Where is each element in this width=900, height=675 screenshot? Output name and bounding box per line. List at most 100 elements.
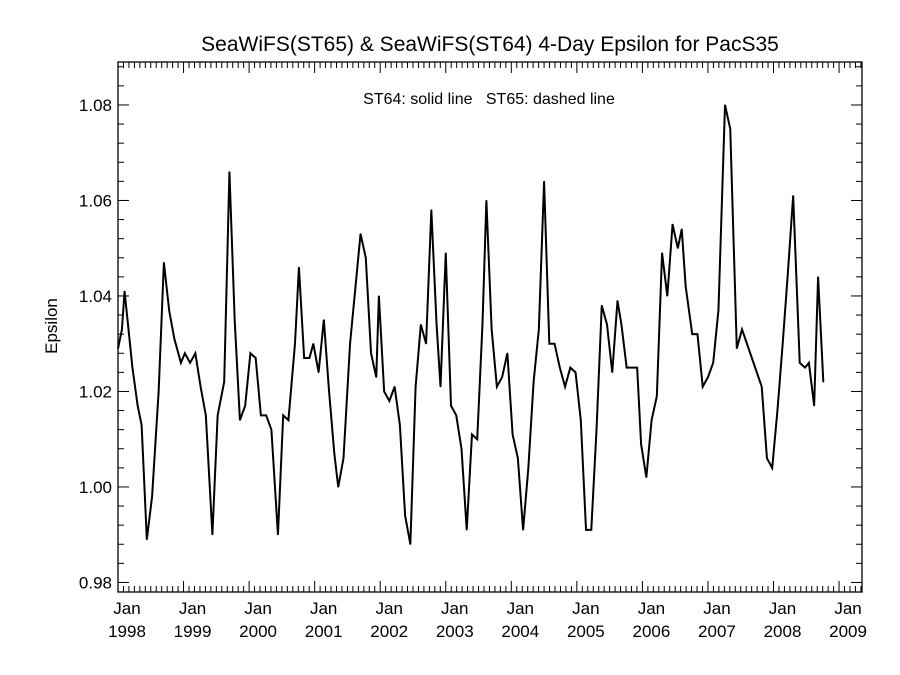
y-tick-label: 1.02 [79, 382, 112, 401]
x-tick-year-label: 2000 [239, 622, 277, 641]
data-point [194, 352, 196, 354]
data-point [616, 300, 619, 302]
data-point [131, 366, 134, 369]
data-point [512, 433, 514, 436]
data-point [189, 362, 191, 364]
x-tick-year-label: 2005 [567, 622, 605, 641]
data-point [501, 376, 503, 378]
data-point [677, 247, 679, 249]
data-point [123, 290, 126, 292]
data-point [595, 429, 598, 431]
y-tick-label: 0.98 [79, 573, 112, 592]
data-point [415, 386, 417, 388]
data-point [265, 414, 267, 416]
data-point [799, 362, 801, 364]
data-point [724, 104, 726, 106]
data-point [822, 381, 824, 383]
x-tick-month-label: Jan [310, 599, 337, 618]
x-tick-month-label: Jan [244, 599, 271, 618]
data-point [308, 357, 311, 359]
data-point [244, 405, 246, 407]
data-point [323, 319, 325, 321]
y-tick-label: 1.06 [79, 191, 112, 210]
data-point [580, 419, 582, 421]
data-point [564, 386, 566, 388]
data-point [671, 223, 674, 225]
chart-title: SeaWiFS(ST65) & SeaWiFS(ST64) 4-Day Epsi… [201, 33, 779, 56]
data-point [399, 424, 401, 426]
data-point [491, 328, 493, 330]
x-tick-month-label: Jan [441, 599, 468, 618]
data-point [771, 467, 773, 469]
x-tick-month-label: Jan [179, 599, 206, 618]
data-point [260, 414, 262, 416]
y-tick-label: 1.00 [79, 478, 112, 497]
data-point [228, 171, 231, 173]
x-tick-month-label: Jan [638, 599, 665, 618]
data-point [707, 376, 709, 378]
data-point [656, 395, 658, 397]
data-point [420, 324, 422, 326]
data-point [151, 495, 153, 498]
data-point [761, 386, 763, 388]
data-point [538, 328, 540, 330]
x-tick-year-label: 1999 [174, 622, 212, 641]
data-point [754, 366, 756, 369]
data-point [333, 452, 335, 455]
data-point [696, 333, 699, 335]
data-point [543, 180, 545, 182]
data-point [365, 257, 367, 259]
data-point [685, 285, 687, 288]
data-point [317, 371, 320, 373]
data-point [349, 343, 351, 345]
data-point [239, 419, 241, 421]
x-tick-year-label: 2007 [698, 622, 736, 641]
data-point [383, 390, 385, 393]
data-point [211, 534, 213, 536]
x-tick-month-label: Jan [507, 599, 534, 618]
data-point [640, 443, 642, 445]
data-point [569, 366, 571, 369]
x-tick-month-label: Jan [703, 599, 730, 618]
data-point [359, 233, 362, 235]
data-point [666, 295, 668, 297]
legend-annotation: ST64: solid line ST65: dashed line [363, 91, 615, 108]
data-point [277, 534, 279, 536]
data-point [287, 419, 290, 421]
data-point [127, 328, 130, 330]
data-point [729, 128, 731, 130]
data-point [548, 343, 550, 345]
data-point [450, 405, 452, 407]
data-point [681, 228, 683, 230]
data-point [636, 366, 638, 369]
data-point [748, 347, 750, 350]
data-point [375, 376, 377, 378]
data-point [590, 529, 592, 531]
data-point [180, 362, 182, 364]
data-point [506, 352, 508, 354]
y-axis-label: Epsilon [42, 298, 61, 354]
data-point [184, 352, 186, 354]
data-point [792, 195, 794, 197]
data-point [776, 409, 779, 412]
data-point [559, 366, 561, 369]
data-point [455, 414, 457, 416]
data-point [394, 386, 396, 388]
data-point [712, 362, 714, 364]
data-point [717, 309, 720, 311]
data-point [409, 543, 411, 545]
x-tick-year-label: 1998 [108, 622, 146, 641]
data-point [439, 386, 442, 388]
data-point [378, 295, 380, 297]
data-point [606, 324, 608, 326]
data-point [168, 309, 170, 311]
x-tick-year-label: 2004 [501, 622, 539, 641]
data-point [404, 515, 406, 517]
data-point [611, 371, 613, 373]
data-point [328, 390, 330, 393]
x-tick-month-label: Jan [834, 599, 861, 618]
x-tick-year-label: 2006 [632, 622, 670, 641]
data-point [217, 414, 219, 416]
data-point [527, 467, 529, 469]
